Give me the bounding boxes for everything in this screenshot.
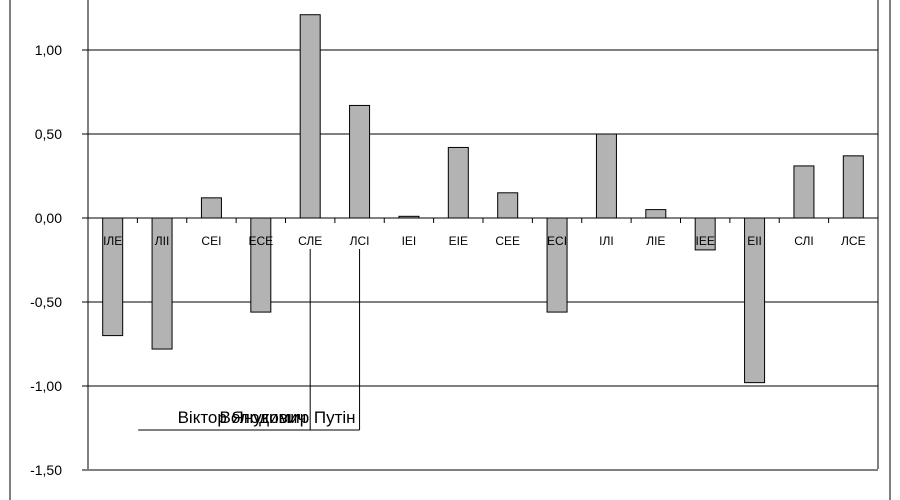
category-label: ЛІІ — [155, 234, 170, 248]
bar — [349, 104, 371, 219]
bar — [793, 165, 815, 219]
category-label: ІЛІ — [599, 234, 614, 248]
category-label: ЛСІ — [350, 234, 370, 248]
category-label: ІЕІ — [402, 234, 417, 248]
category-label: ЕСЕ — [248, 234, 273, 248]
y-tick-label: -0,50 — [30, 294, 62, 310]
category-label: ЕІЕ — [449, 234, 468, 248]
y-tick-label: 1,00 — [35, 42, 62, 58]
category-label: СЛІ — [794, 234, 813, 248]
category-label: СЕІ — [201, 234, 221, 248]
y-tick-label: -1,00 — [30, 378, 62, 394]
category-label: ЕСІ — [547, 234, 567, 248]
bar — [299, 14, 321, 219]
category-label: ЕІІ — [747, 234, 762, 248]
category-label: ЛСЕ — [841, 234, 866, 248]
bar — [842, 155, 864, 219]
bar — [497, 192, 519, 219]
y-tick-label: -1,50 — [30, 462, 62, 478]
category-label: СЕЕ — [495, 234, 520, 248]
category-label: ІЕЕ — [696, 234, 715, 248]
category-label: ІЛЕ — [103, 234, 122, 248]
labels: 1,00 0,50 0,00 -0,50 -1,00 -1,50 ІЛЕ ЛІІ СЕІ ЕСЕ С… — [30, 42, 866, 478]
bar — [546, 217, 568, 313]
bar — [595, 133, 617, 219]
bar — [200, 197, 222, 219]
y-tick-label: 0,50 — [35, 126, 62, 142]
axes — [9, 0, 891, 500]
bar — [645, 209, 667, 219]
category-label: СЛЕ — [298, 234, 322, 248]
annotation-label: Віктор Янукович — [178, 408, 307, 427]
y-tick-label: 0,00 — [35, 210, 62, 226]
bar — [250, 217, 272, 313]
annotation-label: Володимир Путін — [220, 408, 356, 427]
bar — [447, 146, 469, 219]
category-label: ЛІЕ — [646, 234, 665, 248]
